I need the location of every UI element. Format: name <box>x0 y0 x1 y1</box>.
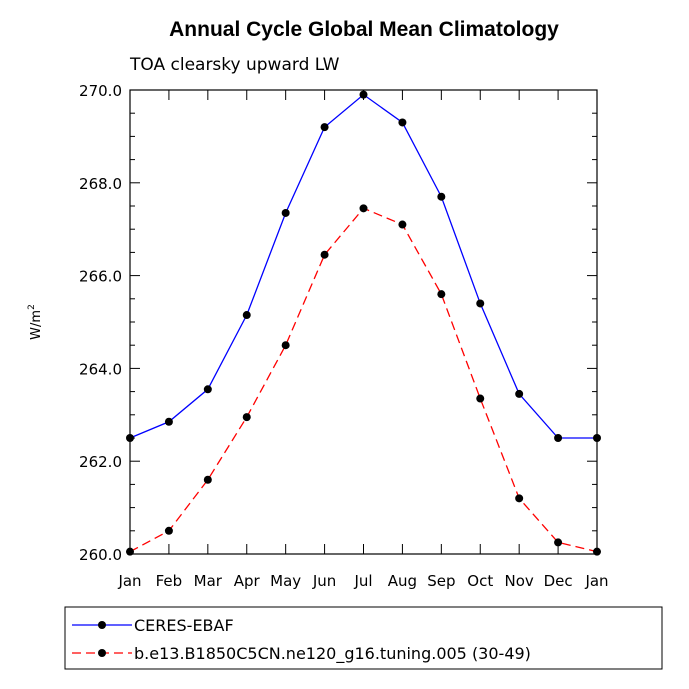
x-tick-labels: Jan Feb Mar Apr May Jun Jul Aug Sep Oct Nov Dec Jan <box>117 572 608 590</box>
x-tick-label: Sep <box>427 572 455 590</box>
y-axis-label-superscript: 2 <box>27 304 37 310</box>
y-tick-labels: 260.0 262.0 264.0 266.0 268.0 270.0 <box>79 82 122 564</box>
series-point-1 <box>554 538 563 547</box>
series-point-1 <box>515 494 524 503</box>
y-axis-label-base: W/m <box>29 310 44 340</box>
chart-subtitle: TOA clearsky upward LW <box>129 55 340 75</box>
y-tick-label: 260.0 <box>79 546 122 564</box>
x-tick-label: Feb <box>156 572 183 590</box>
legend-box <box>64 606 663 670</box>
y-tick-label: 270.0 <box>79 82 122 100</box>
y-tick-label: 266.0 <box>79 268 122 286</box>
legend-marker-1 <box>98 649 106 657</box>
legend-label-0: CERES-EBAF <box>134 616 234 635</box>
series-point-1 <box>593 547 601 556</box>
series-point-0 <box>164 417 173 426</box>
x-tick-label: Nov <box>505 572 534 590</box>
x-tick-label: May <box>270 572 301 590</box>
y-tick-label: 264.0 <box>79 360 122 378</box>
series-point-0 <box>593 434 601 442</box>
series-point-1 <box>203 475 212 484</box>
series-point-0 <box>398 118 407 127</box>
x-tick-label: Mar <box>194 572 223 590</box>
series-point-1 <box>476 394 485 403</box>
series-point-1 <box>359 204 368 213</box>
plot-frame <box>129 89 598 555</box>
series-point-1 <box>126 547 134 556</box>
series-point-0 <box>437 192 446 201</box>
chart-title: Annual Cycle Global Mean Climatology <box>169 18 559 41</box>
series-point-1 <box>320 250 329 259</box>
series-point-1 <box>281 341 290 350</box>
series-point-1 <box>437 290 446 299</box>
svg-text:W/m2: W/m2 <box>27 304 44 340</box>
series-point-0 <box>476 299 485 308</box>
series-point-1 <box>164 526 173 535</box>
series-layer <box>126 90 601 556</box>
x-tick-label: Oct <box>467 572 493 590</box>
series-point-0 <box>320 123 329 132</box>
series-point-0 <box>554 434 563 442</box>
series-point-0 <box>359 90 368 99</box>
series-line-1 <box>129 207 598 553</box>
x-tick-label: Apr <box>234 572 261 590</box>
series-point-1 <box>398 220 407 229</box>
axis-ticks <box>129 89 598 555</box>
series-point-1 <box>242 413 251 422</box>
x-tick-label: Jun <box>312 572 336 590</box>
y-tick-label: 262.0 <box>79 453 122 471</box>
x-tick-label: Jan <box>584 572 608 590</box>
series-point-0 <box>281 208 290 217</box>
series-line-0 <box>129 93 597 439</box>
x-tick-label: Aug <box>388 572 417 590</box>
x-tick-label: Dec <box>544 572 573 590</box>
series-point-0 <box>242 311 251 320</box>
legend: CERES-EBAF b.e13.B1850C5CN.ne120_g16.tuni… <box>72 616 531 664</box>
series-point-0 <box>203 385 212 394</box>
legend-label-1: b.e13.B1850C5CN.ne120_g16.tuning.005 (30… <box>134 644 531 664</box>
y-axis-label: W/m2 <box>27 304 44 340</box>
x-tick-label: Jan <box>117 572 141 590</box>
legend-marker-0 <box>98 621 106 629</box>
x-tick-label: Jul <box>353 572 372 590</box>
series-point-0 <box>515 389 524 398</box>
series-point-0 <box>126 434 134 442</box>
y-tick-label: 268.0 <box>79 175 122 193</box>
